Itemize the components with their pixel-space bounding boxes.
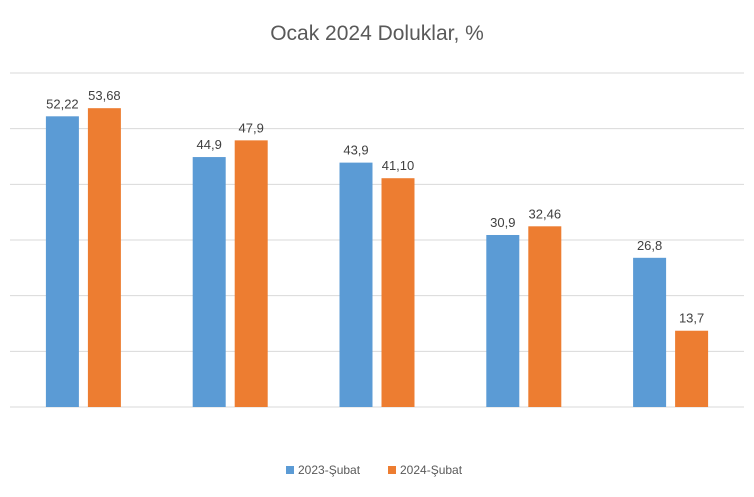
bar-2024-2 bbox=[234, 140, 268, 407]
bar-2023-1 bbox=[45, 116, 79, 408]
bar-2024-5 bbox=[675, 330, 709, 407]
data-label-2023-2: 44,9 bbox=[197, 137, 222, 152]
data-labels: 52,22 44,9 43,9 30,9 26,8 53,68 47,9 41,10 32,46… bbox=[46, 88, 704, 326]
gridlines bbox=[10, 72, 744, 408]
legend-swatch-2023 bbox=[286, 466, 294, 474]
data-label-2023-5: 26,8 bbox=[637, 238, 662, 253]
bar-2023-5 bbox=[633, 257, 667, 407]
bar-2024-1 bbox=[87, 108, 121, 407]
legend-swatch-2024 bbox=[388, 466, 396, 474]
legend-label-2024: 2024-Şubat bbox=[400, 463, 463, 477]
bar-2023-3 bbox=[339, 162, 373, 407]
data-label-2023-3: 43,9 bbox=[343, 143, 368, 158]
bar-2023-2 bbox=[192, 157, 226, 407]
data-label-2024-5: 13,7 bbox=[679, 311, 704, 326]
chart-title: Ocak 2024 Doluklar, % bbox=[270, 22, 484, 45]
legend-label-2023: 2023-Şubat bbox=[298, 463, 361, 477]
data-label-2023-1: 52,22 bbox=[46, 96, 79, 111]
data-label-2023-4: 30,9 bbox=[490, 215, 515, 230]
bar-2024-4 bbox=[528, 226, 562, 407]
data-label-2024-3: 41,10 bbox=[382, 158, 415, 173]
data-label-2024-4: 32,46 bbox=[529, 206, 562, 221]
bar-2023-4 bbox=[486, 234, 520, 407]
legend: 2023-Şubat 2024-Şubat bbox=[286, 463, 463, 477]
data-label-2024-2: 47,9 bbox=[239, 120, 264, 135]
bar-2024-3 bbox=[381, 178, 415, 407]
data-label-2024-1: 53,68 bbox=[88, 88, 121, 103]
bars bbox=[45, 108, 709, 408]
